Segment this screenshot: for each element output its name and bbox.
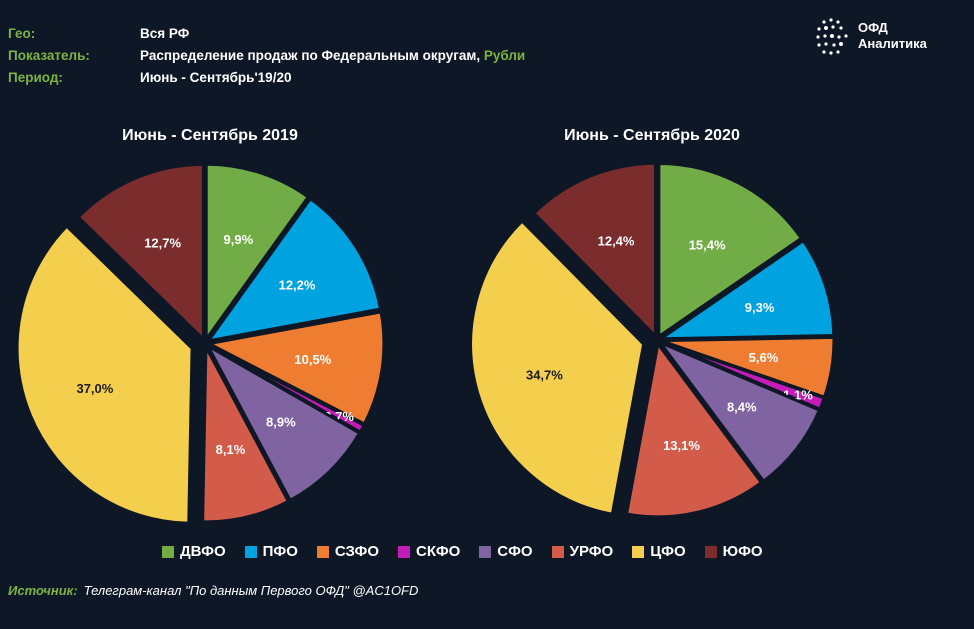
legend-item-СФО: СФО [479,543,533,560]
label-УРФО: 8,1% [216,442,246,457]
slice-ЦФО [15,224,194,525]
legend-item-ЮФО: ЮФО [704,543,763,560]
logo-dots-icon [816,18,848,55]
slice-СЗФО [204,310,386,427]
legend-swatch [316,545,329,558]
chart-title-2019: Июнь - Сентябрь 2019 [122,127,298,144]
label-ЮФО: 12,4% [598,233,635,248]
label-СФО: 8,9% [266,414,296,429]
legend-swatch [704,545,717,558]
legend-label: ЦФО [650,543,686,560]
label-СФО: 8,4% [727,400,757,415]
label-ПФО: 9,3% [745,300,775,315]
logo-text: ОФД Аналитика [858,20,927,52]
slice-ПФО [204,196,383,344]
slice-ЮФО [76,162,205,343]
legend-swatch [479,545,492,558]
label-СЗФО: 10,5% [294,352,331,367]
legend-label: ДВФО [180,543,226,560]
legend-item-ПФО: ПФО [244,543,298,560]
legend-label: СФО [497,543,533,560]
label-УРФО: 13,1% [663,438,700,453]
slice-ПФО [655,238,836,341]
legend: ДВФО ПФО СЗФО СКФО СФО УРФО ЦФО ЮФО [162,543,782,560]
legend-label: СЗФО [334,543,380,560]
slice-СФО [204,341,362,503]
label-СЗФО: 5,6% [749,350,779,365]
logo-line-2: Аналитика [858,36,927,51]
legend-label: УРФО [569,543,614,560]
label-ЦФО: 37,0% [76,381,113,396]
indicator-value-wrap: Распределение продаж по Федеральным окру… [140,48,525,63]
indicator-unit: Рубли [483,48,526,63]
legend-swatch [551,545,564,558]
indicator-value: Распределение продаж по Федеральным окру… [140,48,481,63]
chart-title-2020: Июнь - Сентябрь 2020 [564,127,740,144]
legend-swatch [632,545,645,558]
legend-item-ДВФО: ДВФО [162,543,226,560]
logo-line-1: ОФД [858,20,888,35]
label-ЦФО: 34,7% [526,368,563,383]
slice-ДВФО [657,161,804,340]
legend-item-ЦФО: ЦФО [632,543,686,560]
legend-label: ПФО [262,543,298,560]
legend-item-СЗФО: СЗФО [316,543,380,560]
period-label: Период: [8,70,63,85]
slice-СФО [655,338,822,484]
source-label: Источник: [8,583,78,598]
indicator-label: Показатель: [8,48,90,63]
slice-ДВФО [204,162,311,344]
label-ПФО: 12,2% [279,278,316,293]
geo-value: Вся РФ [140,26,190,41]
legend-swatch [244,545,257,558]
slice-ЦФО [469,218,646,517]
slice-УРФО [201,341,291,524]
source-text: Телеграм-канал "По данным Первого ОФД" @… [83,583,419,598]
pie-1: 15,4%9,3%5,6%1,1%8,4%13,1%34,7%12,4% [469,161,836,519]
legend-item-СКФО: СКФО [398,543,460,560]
source-note: Источник: Телеграм-канал "По данным Перво… [8,583,418,598]
slice-УРФО [624,340,764,519]
pie-0: 9,9%12,2%10,5%0,7%8,9%8,1%37,0%12,7% [15,162,386,525]
legend-label: СКФО [416,543,461,560]
legend-swatch [398,545,411,558]
label-ДВФО: 15,4% [689,238,726,253]
label-ДВФО: 9,9% [224,232,254,247]
legend-item-УРФО: УРФО [551,543,614,560]
geo-label: Гео: [8,26,36,41]
period-value: Июнь - Сентябрь'19/20 [140,70,292,85]
slice-ЮФО [531,161,657,340]
legend-label: ЮФО [722,543,763,560]
ofd-logo: ОФД Аналитика [815,16,955,60]
label-ЮФО: 12,7% [144,236,181,251]
legend-swatch [162,545,174,558]
